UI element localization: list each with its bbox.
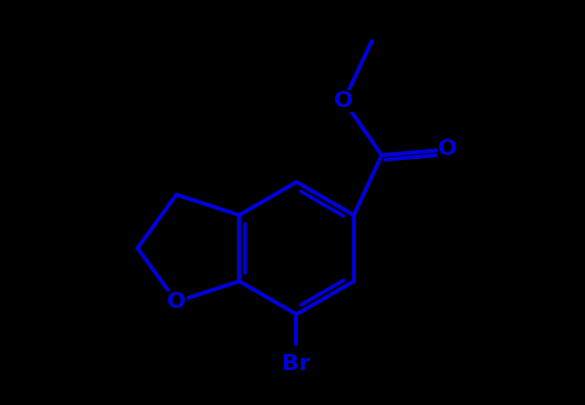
Text: O: O: [167, 292, 186, 312]
Text: O: O: [334, 91, 353, 111]
Text: O: O: [438, 139, 457, 160]
Text: Br: Br: [283, 354, 311, 374]
